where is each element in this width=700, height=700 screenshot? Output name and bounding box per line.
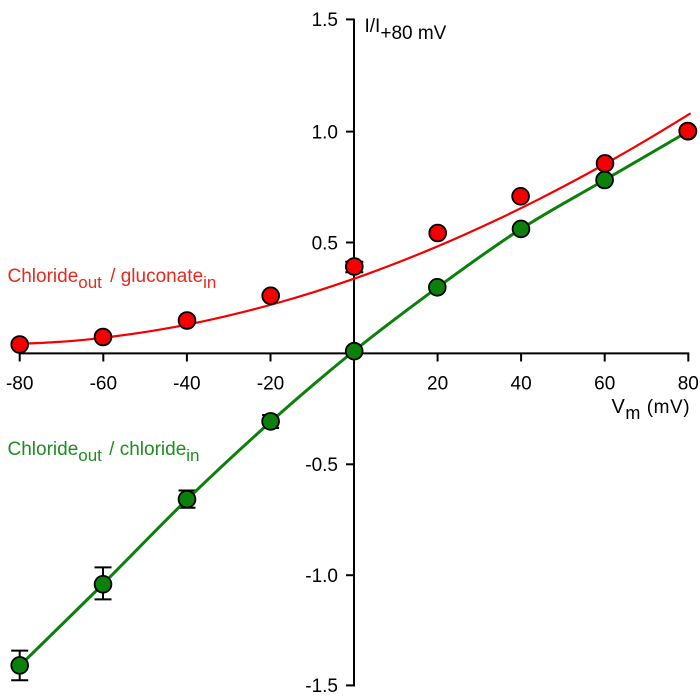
- svg-text:0.5: 0.5: [312, 233, 338, 254]
- svg-text:1.5: 1.5: [312, 10, 338, 31]
- svg-text:-80: -80: [6, 374, 33, 395]
- svg-text:-1.0: -1.0: [305, 566, 338, 587]
- svg-text:20: 20: [427, 374, 448, 395]
- svg-text:-0.5: -0.5: [305, 455, 338, 476]
- svg-text:40: 40: [511, 374, 532, 395]
- svg-text:-40: -40: [173, 374, 200, 395]
- svg-text:-60: -60: [90, 374, 117, 395]
- svg-text:80: 80: [678, 374, 699, 395]
- svg-text:-1.5: -1.5: [305, 676, 338, 697]
- svg-text:60: 60: [594, 374, 615, 395]
- svg-text:-20: -20: [257, 374, 284, 395]
- svg-text:1.0: 1.0: [312, 122, 338, 143]
